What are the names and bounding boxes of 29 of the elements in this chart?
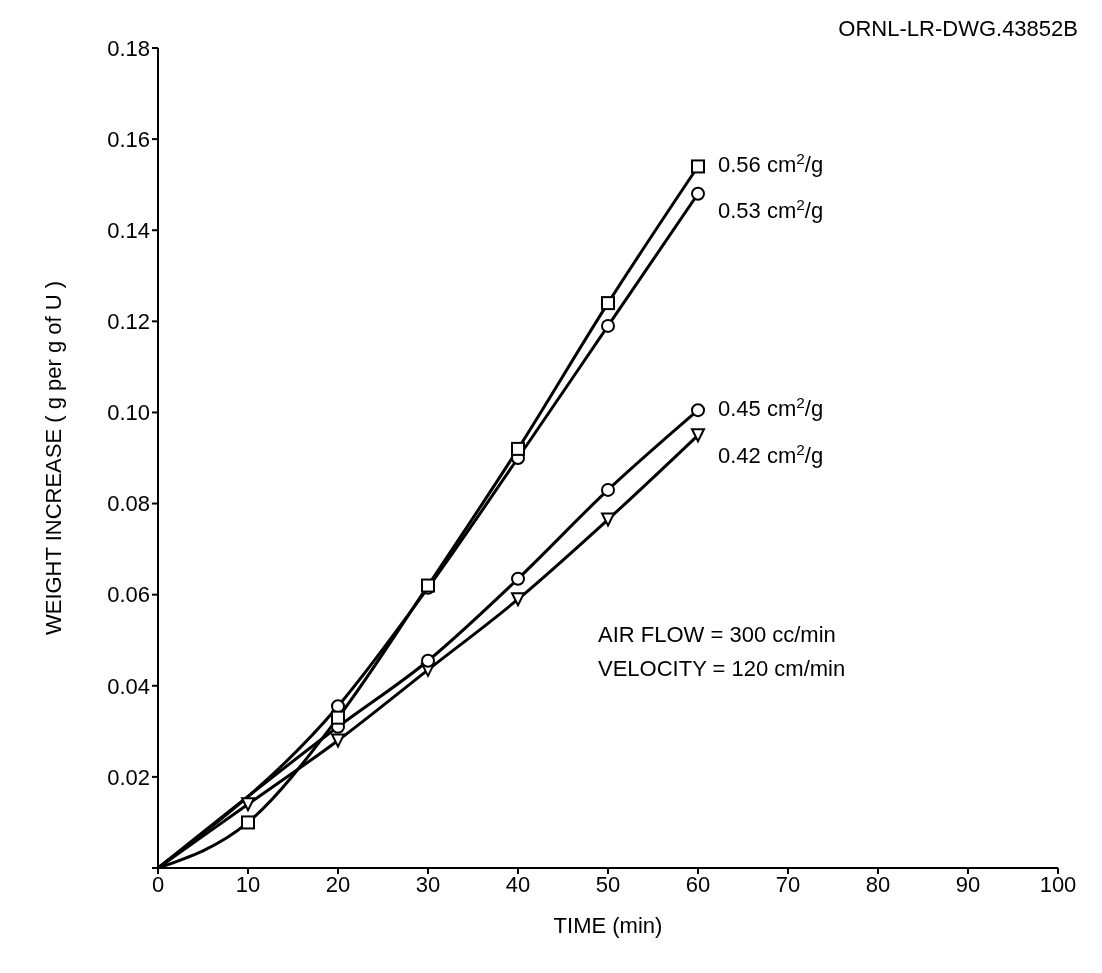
x-tick-label: 40 [505, 871, 531, 897]
y-tick-label: 0.02 [107, 764, 150, 790]
y-tick-label: 0.14 [107, 218, 150, 244]
y-tick-label: 0.18 [107, 35, 150, 61]
series-label: 0.45 cm$^{2}$/g [718, 393, 824, 422]
y-tick-label: 0.16 [107, 126, 150, 152]
y-tick-label: 0.10 [107, 400, 150, 426]
x-tick-label: 10 [235, 871, 261, 897]
x-tick-label: 30 [415, 871, 441, 897]
x-tick-label: 50 [595, 871, 621, 897]
annotation: AIR FLOW = 300 cc/min [598, 621, 837, 649]
x-tick-label: 70 [775, 871, 801, 897]
x-tick-label: 100 [1039, 871, 1077, 897]
x-tick-label: 90 [955, 871, 981, 897]
series-label: 0.53 cm$^{2}$/g [718, 195, 824, 223]
text: ORNL-LR-DWG.43852B [838, 16, 1078, 42]
y-tick-label: 0.08 [107, 491, 150, 517]
x-tick-label: 60 [685, 871, 711, 897]
x-tick-label: 80 [865, 871, 891, 897]
x-axis-title: TIME (min) [553, 913, 663, 938]
y-tick-label: 0.06 [107, 582, 150, 608]
y-tick-label: 0.04 [107, 673, 150, 699]
x-tick-label: 0 [151, 871, 165, 897]
x-tick-label: 20 [325, 871, 351, 897]
series-label: 0.42 cm$^{2}$/g [718, 440, 824, 469]
annotation: VELOCITY = 120 cm/min [598, 655, 846, 683]
y-tick-label: 0.12 [107, 309, 150, 335]
series-label: 0.56 cm$^{2}$/g [718, 149, 824, 178]
y-axis-title: WEIGHT INCREASE ( g per g of U ) [40, 280, 66, 636]
